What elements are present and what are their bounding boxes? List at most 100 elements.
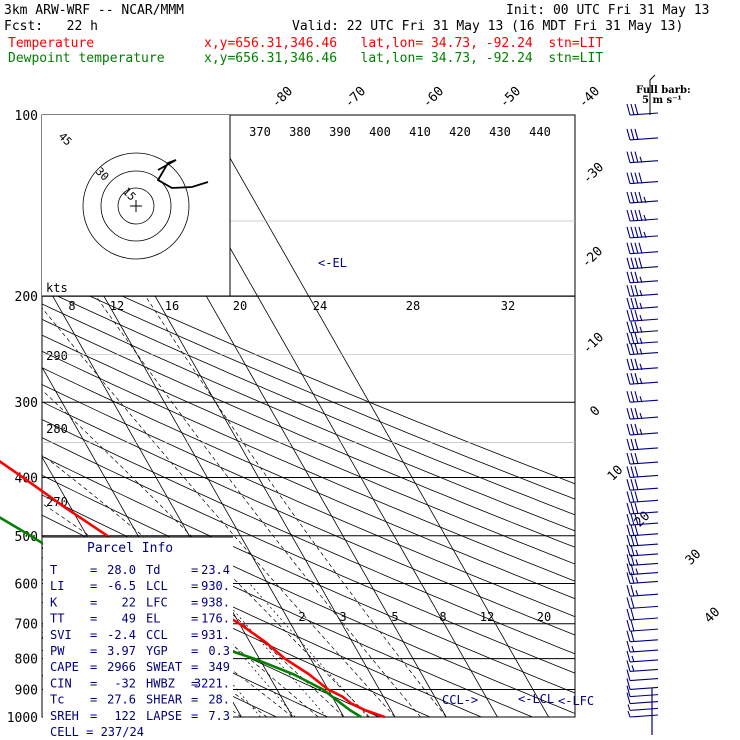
hodograph-ring (100, 170, 172, 242)
wind-barb-staff (629, 686, 659, 691)
hodograph-unit-label: kts (46, 281, 68, 295)
wind-barb-feather (630, 343, 635, 355)
parcel-info-background (43, 537, 233, 727)
theta-label: 430 (489, 125, 511, 139)
wind-barb-staff (629, 181, 659, 185)
wind-barb-half-feather (639, 348, 643, 355)
wind-barb-feather (638, 191, 643, 204)
wind-barb-feather (630, 297, 635, 310)
hodograph-trace (156, 159, 209, 189)
wind-barb-half-feather (639, 326, 643, 333)
wind-barb (626, 585, 659, 597)
wind-barb-feather (630, 358, 635, 370)
wind-barb-feather (634, 321, 639, 333)
wind-barb-feather (626, 678, 631, 690)
valid-time: Valid: 22 UTC Fri 31 May 13 (16 MDT Fri … (292, 19, 684, 34)
wind-barb (626, 630, 659, 643)
wind-barb-feather (638, 209, 643, 222)
wind-barb-feather (634, 479, 639, 491)
wind-barb-feather (626, 534, 631, 547)
theta-label: 420 (449, 125, 471, 139)
wind-barb-feather (626, 524, 631, 536)
wind-barb-feather (634, 309, 639, 322)
wind-barb (626, 343, 659, 356)
parcel-param-value: 122 (114, 709, 136, 723)
wind-barb-staff (629, 553, 659, 557)
wind-barb-feather (630, 491, 635, 503)
parcel-info-title: Parcel Info (87, 541, 173, 556)
parcel-param-equals: = (90, 628, 97, 642)
isotherm-label: 20 (632, 509, 654, 531)
mixing-ratio-label: 8 (439, 610, 446, 624)
pressure-tick-label: 300 (15, 396, 38, 411)
parcel-param-name: Tc (50, 693, 64, 707)
wind-barb-staff (629, 318, 659, 322)
wind-barb-feather (634, 285, 639, 297)
parcel-param-value: -2.4 (107, 628, 136, 642)
wind-barb (627, 704, 659, 711)
wind-barb-half-feather (635, 568, 639, 575)
wind-barb-feather (634, 191, 639, 204)
wind-barb-feather (634, 534, 639, 547)
parcel-param-value: 931. (201, 628, 230, 642)
isotherm-label: 40 (702, 605, 724, 627)
parcel-param-value: -6.5 (107, 579, 136, 593)
level-annotation: <-LFC (558, 694, 594, 708)
wind-barb-feather (634, 423, 639, 436)
isotherm-label: -40 (576, 84, 603, 111)
wind-barb (626, 563, 659, 576)
parcel-param-name: PW (50, 644, 65, 658)
parcel-param-name: TT (50, 612, 64, 626)
pressure-tick-label: 500 (15, 530, 38, 545)
wind-barb-feather (630, 271, 635, 283)
parcel-param-equals: = (191, 563, 198, 577)
wind-barb-feather (634, 343, 639, 355)
wind-barb-staff (629, 160, 659, 164)
model-title: 3km ARW-WRF -- NCAR/MMM (4, 3, 185, 18)
wind-barb-feather (630, 332, 635, 345)
wind-barb-staff (629, 432, 659, 436)
parcel-param-name: SWEAT (146, 660, 182, 674)
theta-label: 400 (369, 125, 391, 139)
wind-barb-feather (626, 640, 631, 653)
hodograph-scale-label: 20 (233, 299, 247, 313)
wind-barb-feather (630, 466, 635, 478)
wind-barb (626, 502, 659, 515)
wind-barb-half-feather (639, 302, 643, 310)
profiles (0, 460, 386, 719)
isotherm-label: -60 (420, 84, 447, 111)
wind-barb-half-feather (639, 337, 643, 345)
wind-barb-staff (629, 266, 659, 270)
wind-barb (626, 321, 659, 334)
parcel-param-name: CIN (50, 676, 72, 690)
wind-barb (626, 373, 659, 385)
wind-barb-staff (629, 580, 659, 584)
temperature-legend-label: Temperature (8, 36, 95, 51)
wind-key-value: 5 m s⁻¹ (642, 95, 682, 106)
wind-barb-feather (626, 285, 631, 297)
pressure-tick-label: 1000 (7, 711, 38, 726)
wind-barb-feather (630, 608, 635, 621)
wind-barb-half-feather (639, 276, 643, 283)
wind-barb-half-feather (631, 665, 635, 672)
wind-barb-half-feather (631, 645, 635, 653)
hodograph-scale-label: 28 (406, 299, 420, 313)
wind-barb-feather (630, 257, 635, 269)
parcel-param-equals: = (191, 693, 198, 707)
parcel-param-equals: = (191, 644, 198, 658)
isotherm-label: -30 (580, 160, 607, 187)
wind-barb-feather (634, 524, 639, 536)
wind-barb-staff (629, 522, 659, 526)
wind-barb-feather (634, 502, 639, 515)
wind-barb-feather (630, 630, 635, 642)
wind-barb-feather (634, 172, 639, 184)
wind-barb-feather (638, 172, 643, 184)
wind-barb-feather (630, 502, 635, 515)
wind-barb-feather (634, 271, 639, 283)
wind-barb-half-feather (643, 214, 647, 222)
wind-barb-feather (634, 151, 639, 163)
wind-barb-staff (629, 694, 659, 698)
wind-barb-feather (630, 597, 635, 609)
pressure-tick-label: 900 (15, 683, 38, 698)
parcel-param-name: SHEAR (146, 693, 183, 707)
